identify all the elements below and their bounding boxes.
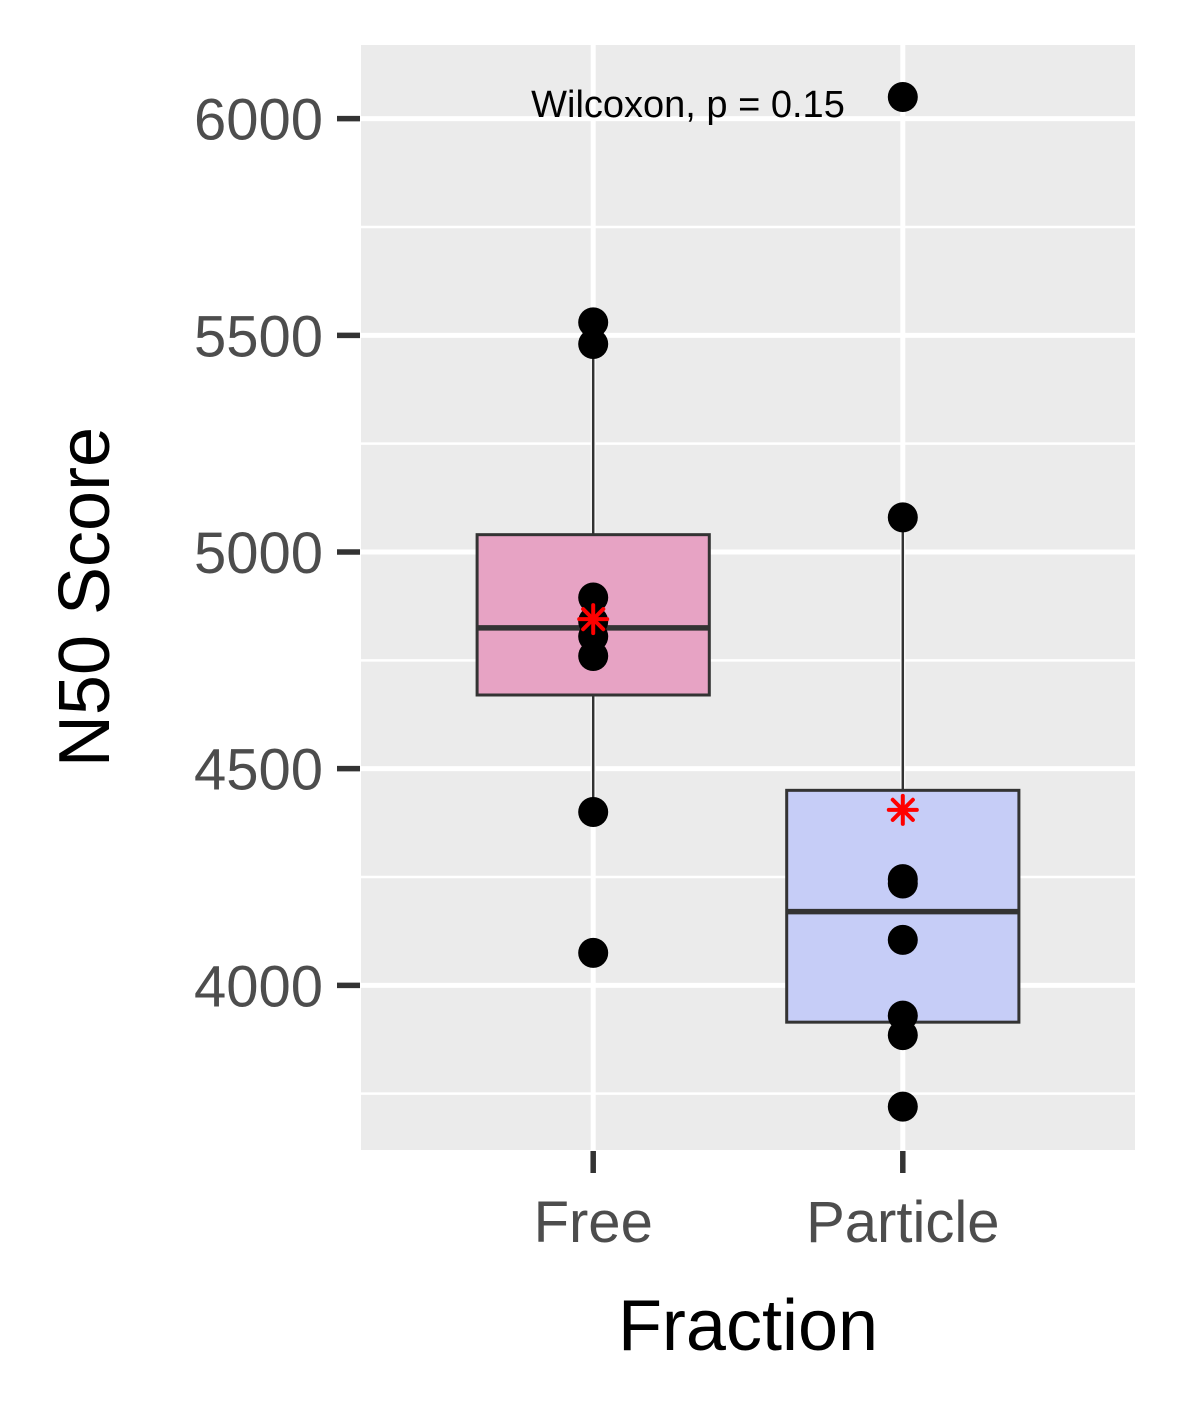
- data-point: [578, 329, 609, 359]
- box-iqr: [785, 788, 1021, 1024]
- mean-marker: [886, 793, 919, 826]
- data-point: [887, 924, 918, 955]
- mean-marker-stroke: [890, 797, 915, 822]
- y-tick-label: 4500: [194, 738, 323, 803]
- annotation: Wilcoxon, p = 0.15: [531, 84, 845, 126]
- x-axis-title: Fraction: [618, 1286, 878, 1366]
- y-axis-title: N50 Score: [45, 427, 125, 767]
- data-point: [887, 502, 918, 533]
- x-axis: Free Particle: [534, 1151, 1000, 1255]
- data-point: [887, 1020, 918, 1051]
- data-point: [887, 82, 918, 112]
- data-point: [887, 1091, 918, 1122]
- boxes: [475, 344, 1021, 1036]
- y-axis: 4000 4500 5000 5500 6000: [194, 88, 360, 1019]
- mean-marker-stroke: [581, 607, 606, 632]
- data-points: [578, 82, 918, 1122]
- box-particle: [785, 517, 1021, 1036]
- data-point: [578, 937, 609, 968]
- y-tick-label: 4000: [194, 954, 323, 1019]
- data-point: [578, 641, 609, 671]
- data-point: [578, 797, 609, 827]
- y-tick-label: 6000: [194, 88, 323, 153]
- mean-marker: [577, 603, 610, 636]
- x-tick-label: Free: [534, 1190, 653, 1255]
- data-point: [578, 582, 609, 613]
- x-tick-label: Particle: [806, 1190, 999, 1255]
- y-tick-label: 5500: [194, 304, 323, 369]
- mean-markers: [577, 603, 919, 826]
- data-point: [887, 868, 918, 899]
- y-tick-label: 5000: [194, 521, 323, 586]
- data-point: [578, 307, 609, 338]
